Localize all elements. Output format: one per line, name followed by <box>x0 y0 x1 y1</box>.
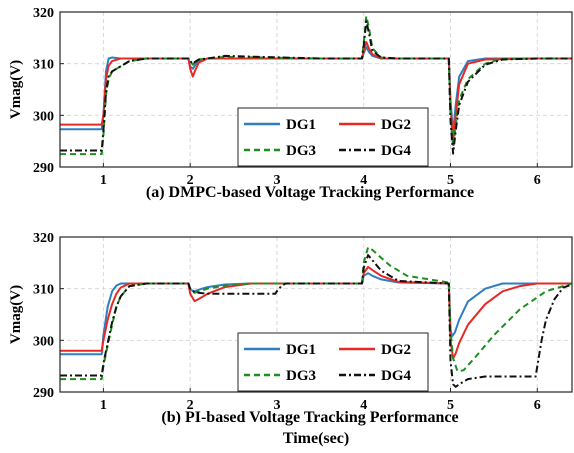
x-tick-label: 2 <box>187 398 194 413</box>
legend-box <box>237 332 429 392</box>
series-line-dg3 <box>60 15 572 156</box>
legend-label-dg2: DG2 <box>381 342 411 358</box>
y-tick-label: 310 <box>33 58 54 73</box>
panel-a-ylabel: Vmag(V) <box>8 60 24 119</box>
x-tick-label: 6 <box>534 398 541 413</box>
y-tick-label: 320 <box>33 6 54 21</box>
y-tick-label: 290 <box>33 161 54 176</box>
legend-label-dg1: DG1 <box>286 117 316 133</box>
panel-a: 1 2 3 4 5 6 290 300 310 320 Vmag(V) DG1 DG2 DG3 DG4… <box>8 6 573 201</box>
x-tick-label: 5 <box>447 173 454 188</box>
legend-label-dg2: DG2 <box>381 117 411 133</box>
panel-b-ylabel: Vmag(V) <box>8 285 24 344</box>
x-tick-label: 5 <box>447 398 454 413</box>
x-tick-label: 1 <box>100 398 107 413</box>
x-tick-label: 4 <box>360 173 367 188</box>
panel-a-frame <box>59 11 573 168</box>
legend-label-dg4: DG4 <box>381 368 412 384</box>
y-tick-label: 310 <box>33 283 54 298</box>
panel-b-yticks: 290 300 310 320 <box>33 231 64 401</box>
x-tick-label: 3 <box>273 398 280 413</box>
y-tick-label: 320 <box>33 231 54 246</box>
legend-label-dg3: DG3 <box>286 143 316 159</box>
panel-a-yticks: 290 300 310 320 <box>33 6 64 176</box>
series-line-dg3 <box>60 246 572 381</box>
legend-box <box>237 107 429 167</box>
legend-label-dg3: DG3 <box>286 368 316 384</box>
panel-b-series <box>60 246 572 388</box>
y-tick-label: 300 <box>33 109 54 124</box>
y-tick-label: 300 <box>33 334 54 349</box>
x-tick-label: 1 <box>100 173 107 188</box>
panel-b-frame <box>59 236 573 393</box>
series-line-dg4 <box>60 254 572 388</box>
panel-a-legend: DG1 DG2 DG3 DG4 <box>237 107 429 167</box>
panel-a-series <box>60 15 572 156</box>
y-tick-label: 290 <box>33 386 54 401</box>
panel-b-title: (b) PI-based Voltage Tracking Performanc… <box>161 409 458 426</box>
panel-b-legend: DG1 DG2 DG3 DG4 <box>237 332 429 392</box>
x-tick-label: 2 <box>187 173 194 188</box>
legend-label-dg4: DG4 <box>381 143 412 159</box>
series-line-dg2 <box>60 266 572 360</box>
panel-a-title: (a) DMPC-based Voltage Tracking Performa… <box>146 184 474 201</box>
panel-b: 1 2 3 4 5 6 290 300 310 320 Vmag(V) DG1 DG2 DG3 DG4… <box>8 231 573 426</box>
x-axis-label: Time(sec) <box>283 430 349 447</box>
legend-label-dg1: DG1 <box>286 342 316 358</box>
x-tick-label: 3 <box>273 173 280 188</box>
x-tick-label: 4 <box>360 398 367 413</box>
x-tick-label: 6 <box>534 173 541 188</box>
